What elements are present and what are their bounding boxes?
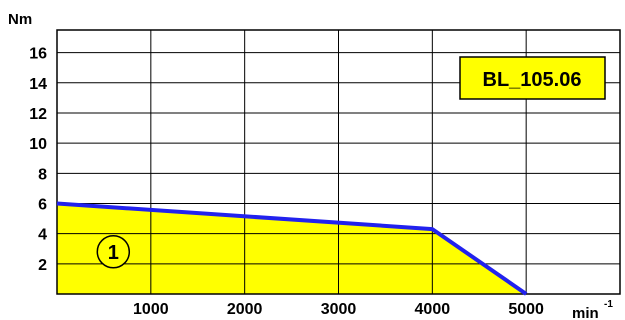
- y-tick-label-16: 16: [29, 46, 47, 63]
- model-label: BL_105.06: [483, 69, 582, 91]
- x-tick-label-5000: 5000: [508, 301, 544, 318]
- x-tick-label-4000: 4000: [415, 301, 451, 318]
- torque-area: [57, 203, 527, 294]
- x-tick-label-2000: 2000: [227, 301, 263, 318]
- y-tick-label-14: 14: [29, 76, 47, 93]
- torque-curve: [56, 201, 528, 296]
- x-tick-label-1000: 1000: [133, 301, 169, 318]
- y-tick-label-8: 8: [38, 166, 47, 183]
- x-tick-labels: 1000 2000 3000 4000 5000: [133, 301, 544, 318]
- curve-marker-circle: [96, 235, 131, 269]
- y-tick-label-10: 10: [29, 136, 47, 153]
- x-axis-unit: min: [572, 305, 599, 320]
- curve-marker: 1: [96, 235, 131, 269]
- model-label-background: [459, 56, 606, 100]
- y-tick-label-6: 6: [38, 196, 47, 213]
- model-label-box: BL_105.06: [459, 56, 606, 100]
- y-tick-label-2: 2: [38, 257, 47, 274]
- curve-layer: [56, 201, 528, 296]
- y-axis-unit: Nm: [8, 11, 32, 28]
- curve-marker-label: 1: [108, 242, 119, 264]
- y-tick-labels: 2 4 6 8 10 12 14 16: [29, 46, 47, 274]
- area-fill-layer: [57, 203, 527, 294]
- x-tick-label-3000: 3000: [321, 301, 357, 318]
- y-tick-label-12: 12: [29, 106, 47, 123]
- grid-layer: [56, 29, 621, 295]
- y-tick-label-4: 4: [38, 227, 47, 244]
- plot-frame: [56, 29, 621, 295]
- x-axis-unit-exponent: -1: [604, 299, 613, 310]
